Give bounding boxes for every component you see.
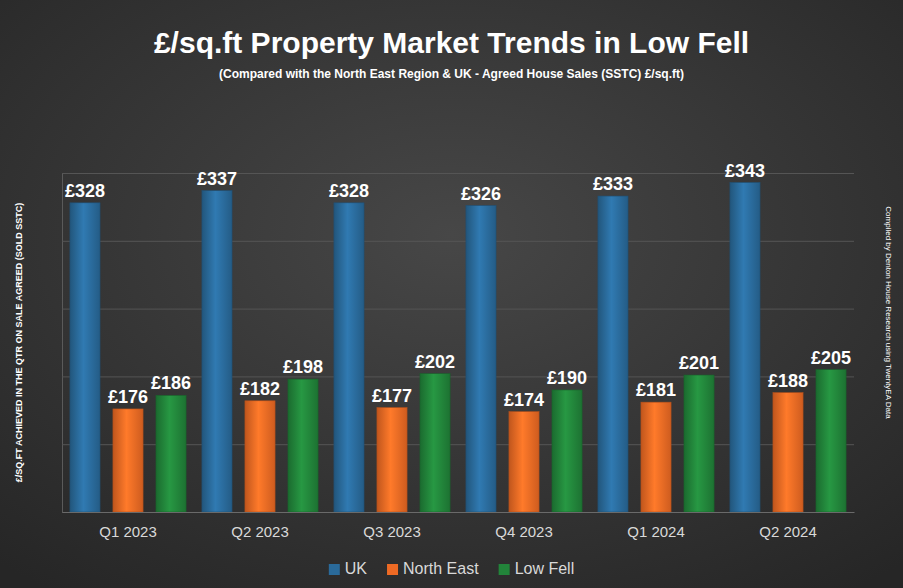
- data-label: £177: [372, 386, 412, 406]
- data-label: £182: [240, 379, 280, 399]
- data-label: £188: [768, 371, 808, 391]
- bar: [156, 395, 186, 512]
- data-label: £333: [593, 174, 633, 194]
- x-tick: Q1 2023: [99, 512, 157, 540]
- x-axis: Q1 2023 Q2 2023 Q3 2023 Q4 2023 Q1 2024 Q2 20…: [63, 512, 855, 540]
- bar: [377, 408, 407, 512]
- x-tick: Q4 2023: [495, 512, 553, 540]
- data-label: £337: [197, 169, 237, 189]
- data-label: £343: [725, 160, 765, 180]
- data-label: £181: [636, 380, 676, 400]
- legend-label: UK: [345, 560, 368, 577]
- bars: [70, 182, 846, 512]
- y-axis-line: [63, 174, 855, 513]
- x-tick-label: Q2 2023: [231, 523, 289, 540]
- bar: [684, 375, 714, 512]
- bar: [288, 379, 318, 512]
- legend-label: Low Fell: [515, 560, 575, 577]
- bar: [420, 374, 450, 512]
- data-label: £202: [415, 352, 455, 372]
- y-tick: [62, 512, 854, 513]
- data-labels: £328 £337 £328 £326 £333 £343 £176 £182 £177 £174…: [65, 160, 851, 409]
- legend-item: UK: [329, 560, 368, 577]
- x-tick: Q2 2023: [231, 512, 289, 540]
- data-label: £190: [547, 368, 587, 388]
- bar: [598, 196, 628, 512]
- data-label: £186: [151, 373, 191, 393]
- bar: [245, 401, 275, 512]
- x-tick-label: Q4 2023: [495, 523, 553, 540]
- bar: [730, 182, 760, 512]
- annotation: Compiled by Denton House Research using …: [884, 206, 893, 419]
- legend-label: North East: [403, 560, 479, 577]
- x-tick-label: Q3 2023: [363, 523, 421, 540]
- data-label: £174: [504, 390, 544, 410]
- grid-line: [62, 512, 854, 513]
- legend: UK North East Low Fell: [329, 560, 574, 577]
- data-label: £326: [461, 184, 501, 204]
- bar: [816, 370, 846, 512]
- bar: [552, 390, 582, 512]
- legend-swatch: [387, 564, 398, 575]
- y-axis-title: £/SQ.FT ACHIEVED IN THE QTR ON SALE AGRE…: [14, 203, 24, 482]
- plot: £328 £337 £328 £326 £333 £343 £176 £182 £177 £174…: [62, 160, 855, 539]
- bar: [466, 206, 496, 512]
- bar: [202, 191, 232, 512]
- x-axis-line: [63, 512, 855, 513]
- data-label: £205: [811, 348, 851, 368]
- legend-swatch: [499, 564, 510, 575]
- y-axis: [62, 174, 854, 513]
- x-tick: Q2 2024: [759, 512, 817, 540]
- x-tick-label: Q2 2024: [759, 523, 817, 540]
- data-label: £176: [108, 387, 148, 407]
- x-tick-label: Q1 2024: [627, 523, 685, 540]
- legend-item: Low Fell: [499, 560, 575, 577]
- subtitle: (Compared with the North East Region & U…: [219, 67, 684, 81]
- legend-swatch: [329, 564, 340, 575]
- legend-item: North East: [387, 560, 479, 577]
- data-label: £328: [329, 181, 369, 201]
- x-tick: Q1 2024: [627, 512, 685, 540]
- bar: [641, 402, 671, 512]
- data-label: £201: [679, 353, 719, 373]
- x-tick: Q3 2023: [363, 512, 421, 540]
- bar: [113, 409, 143, 512]
- chart: £/sq.ft Property Market Trends in Low Fe…: [0, 0, 903, 588]
- bar: [509, 412, 539, 512]
- bar: [773, 393, 803, 512]
- bar: [334, 203, 364, 512]
- data-label: £328: [65, 181, 105, 201]
- background: [0, 0, 903, 588]
- bar: [70, 203, 100, 512]
- title: £/sq.ft Property Market Trends in Low Fe…: [154, 26, 749, 59]
- data-label: £198: [283, 357, 323, 377]
- x-tick-label: Q1 2023: [99, 523, 157, 540]
